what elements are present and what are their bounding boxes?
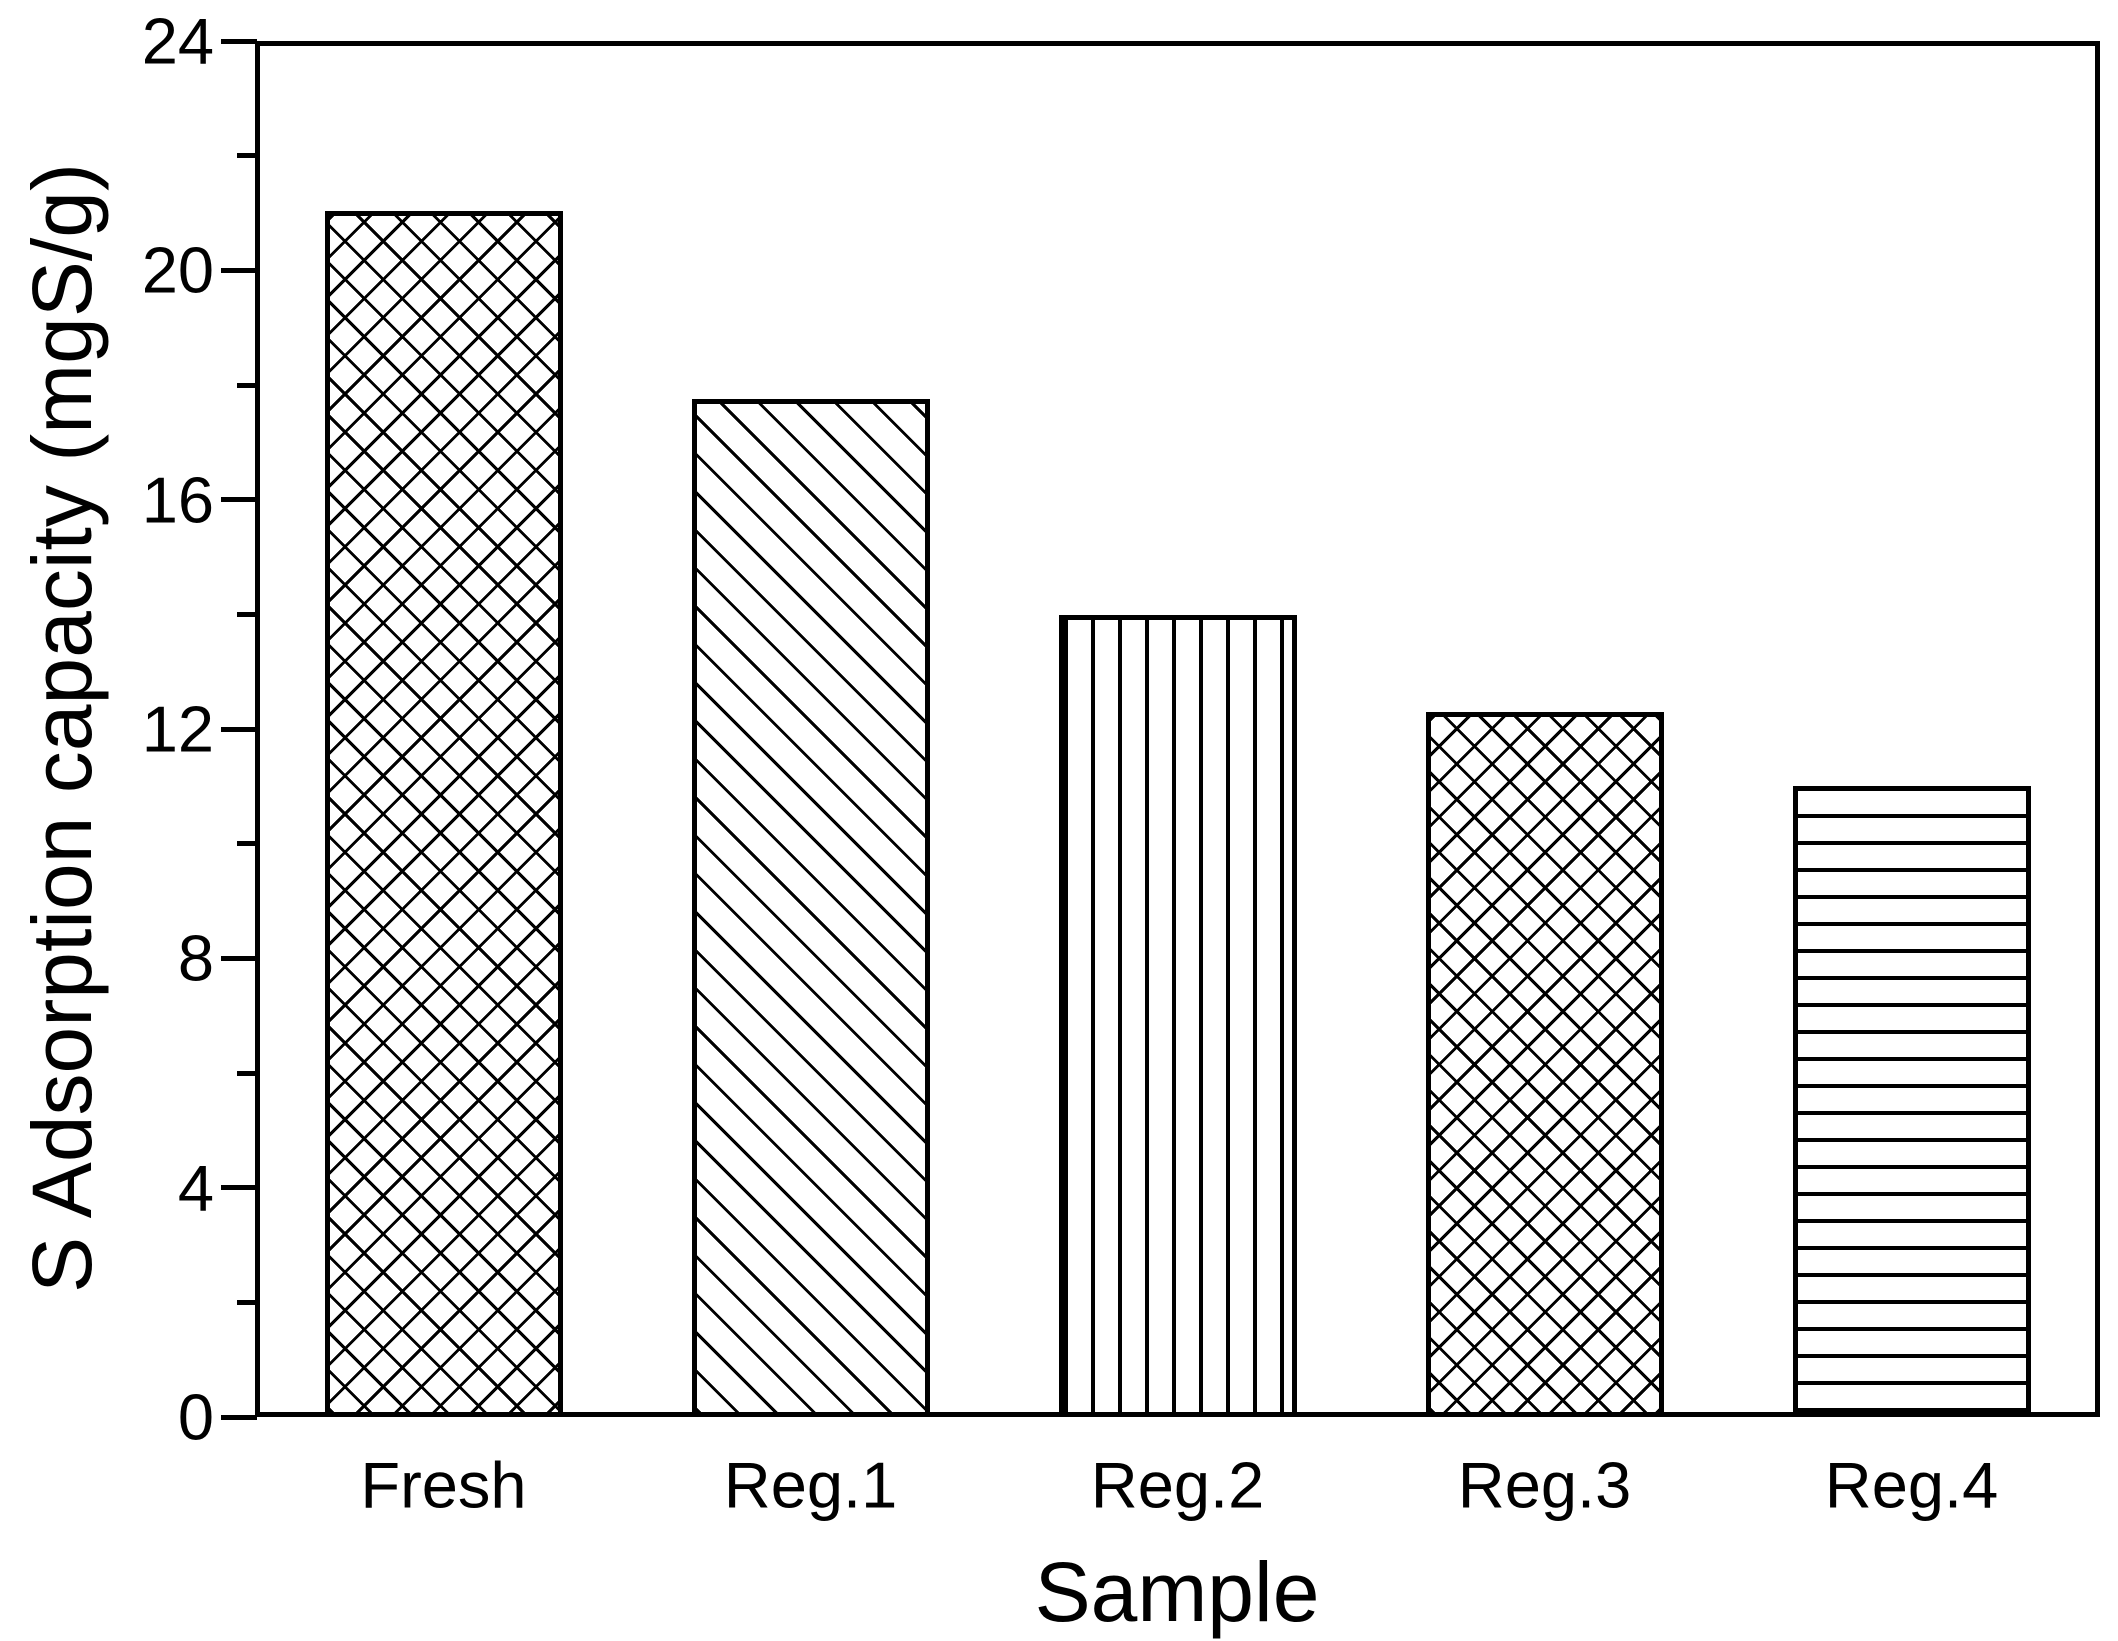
bar-reg-3 [1425, 711, 1664, 1412]
y-tick-minor-10 [237, 841, 257, 847]
category-label-reg-4: Reg.4 [1824, 1448, 1999, 1522]
y-tick-label-4: 4 [177, 1151, 214, 1225]
y-axis-title: S Adsorption capacity (mgS/g) [15, 163, 109, 1293]
y-tick-label-12: 12 [141, 692, 214, 766]
plot-area [255, 41, 2100, 1417]
category-label-reg-1: Reg.1 [723, 1448, 898, 1522]
category-label-fresh: Fresh [360, 1448, 527, 1522]
category-label-reg-3: Reg.3 [1457, 1448, 1632, 1522]
y-tick-label-16: 16 [141, 463, 214, 537]
y-tick-major-20 [221, 267, 257, 273]
bar-reg-2 [1058, 615, 1297, 1412]
y-tick-major-16 [221, 497, 257, 503]
y-tick-minor-14 [237, 611, 257, 617]
y-tick-label-0: 0 [177, 1380, 214, 1454]
bar-reg-4 [1792, 785, 2031, 1412]
y-tick-minor-22 [237, 153, 257, 159]
y-tick-label-20: 20 [141, 233, 214, 307]
category-label-reg-2: Reg.2 [1090, 1448, 1265, 1522]
y-tick-label-8: 8 [177, 921, 214, 995]
y-tick-minor-6 [237, 1070, 257, 1076]
y-tick-major-12 [221, 726, 257, 732]
x-axis-title: Sample [1034, 1545, 1320, 1639]
y-tick-major-8 [221, 955, 257, 961]
bar-fresh [324, 211, 563, 1412]
y-tick-minor-18 [237, 382, 257, 388]
y-tick-minor-2 [237, 1299, 257, 1305]
y-tick-major-4 [221, 1185, 257, 1191]
y-tick-major-24 [221, 38, 257, 44]
y-tick-major-0 [221, 1414, 257, 1420]
bar-reg-1 [691, 398, 930, 1412]
y-tick-label-24: 24 [141, 4, 214, 78]
